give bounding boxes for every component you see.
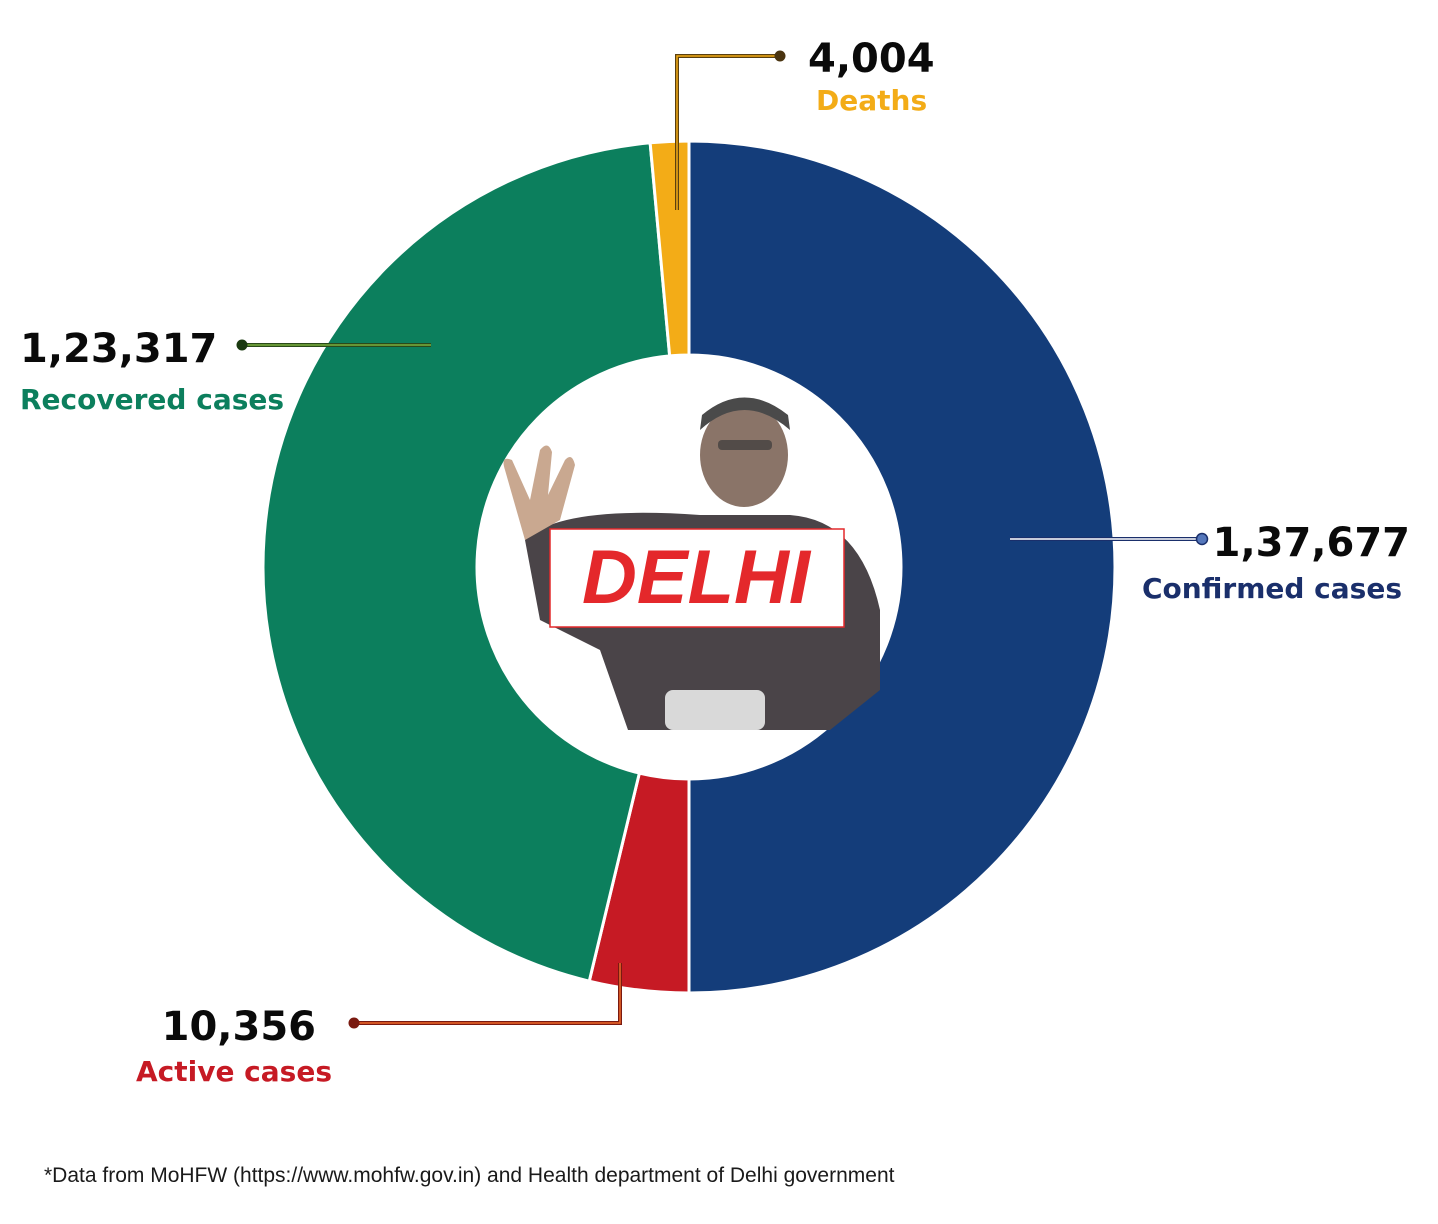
value-label-active: 10,356 xyxy=(162,1004,316,1050)
segment-recovered-cases xyxy=(261,141,672,983)
leader-active xyxy=(348,963,622,1029)
value-label-confirmed: 1,37,677 xyxy=(1213,520,1410,566)
value-label-recovered: 1,23,317 xyxy=(20,326,217,372)
segment-deaths xyxy=(648,139,691,358)
leader-recovered xyxy=(236,339,431,351)
series-label-deaths: Deaths xyxy=(816,84,927,117)
center-label-box xyxy=(549,528,845,628)
footnote: *Data from MoHFW (https://www.mohfw.gov.… xyxy=(44,1164,895,1187)
segment-confirmed-cases xyxy=(687,139,1117,995)
center-label: DELHI xyxy=(582,535,812,620)
series-label-active: Active cases xyxy=(136,1055,332,1088)
leader-deaths xyxy=(675,50,786,210)
value-label-deaths: 4,004 xyxy=(808,36,935,82)
series-label-confirmed: Confirmed cases xyxy=(1142,572,1402,605)
leader-confirmed xyxy=(1010,532,1209,546)
series-label-recovered: Recovered cases xyxy=(20,383,284,416)
